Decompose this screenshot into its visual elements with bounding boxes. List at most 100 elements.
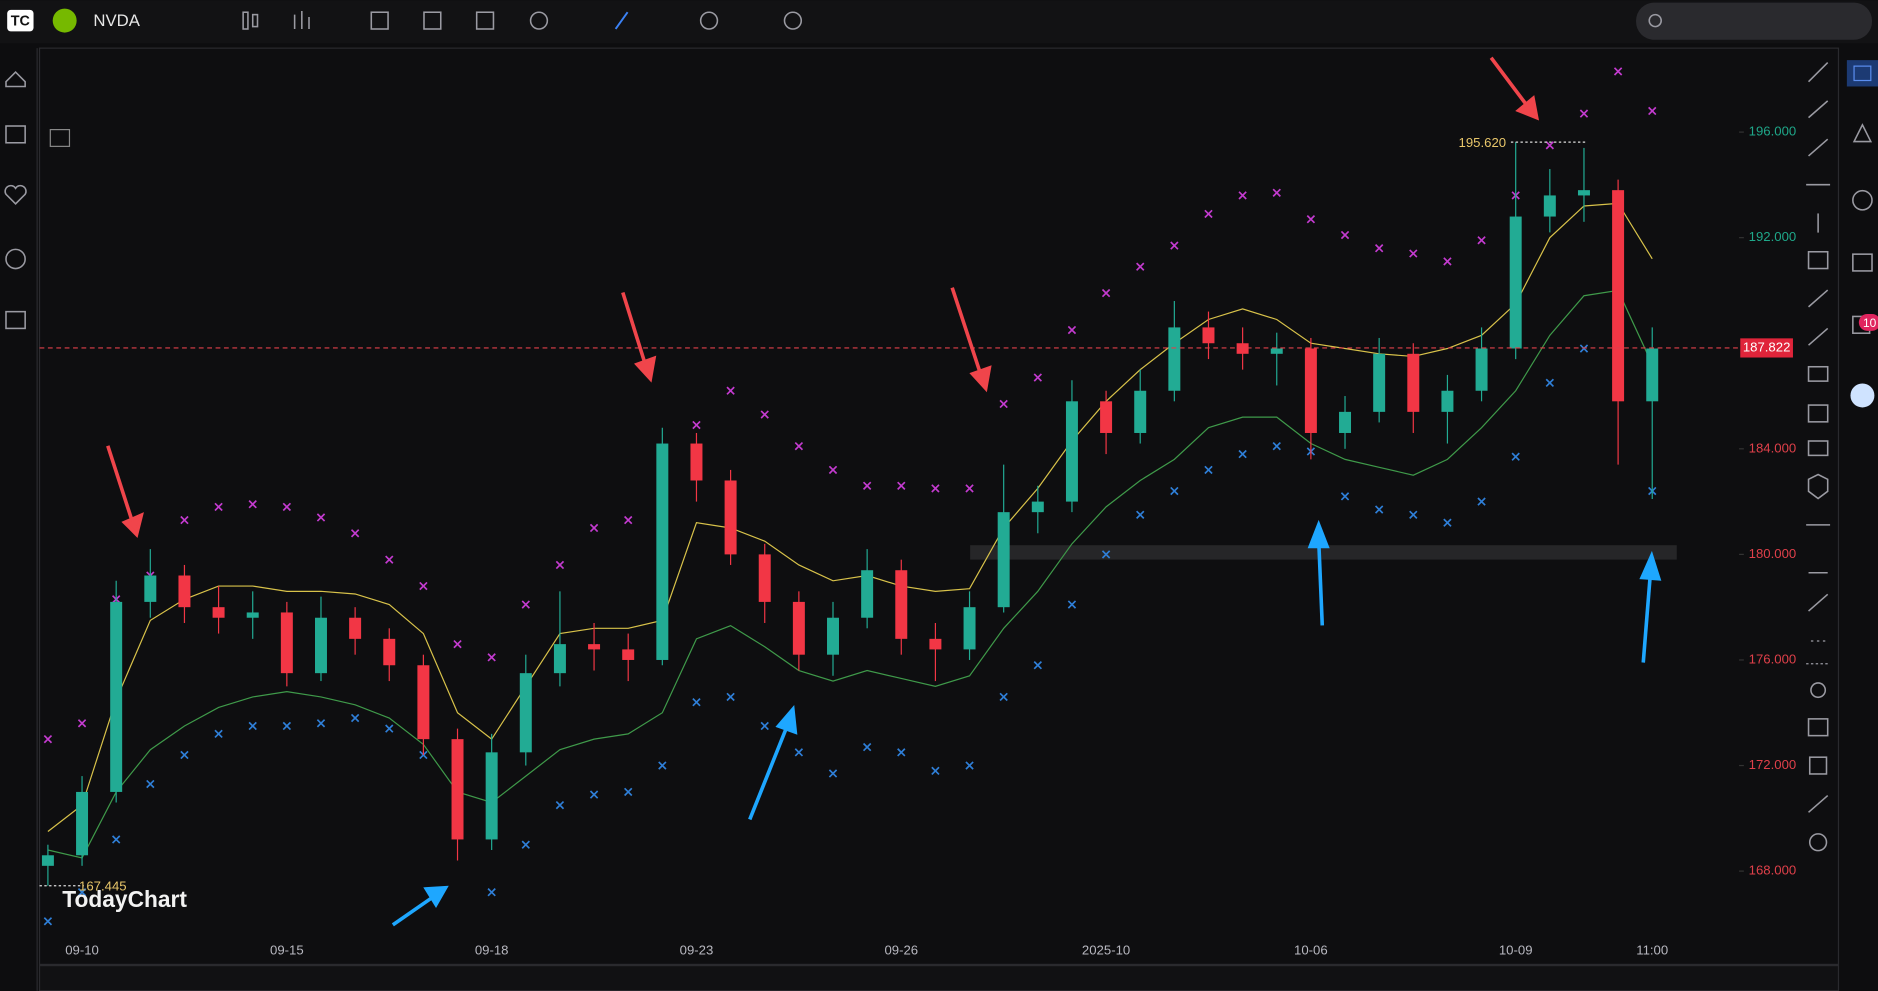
candle-body	[792, 601, 805, 655]
last-price-label: 187.822	[1743, 339, 1791, 354]
search-box[interactable]	[1636, 2, 1873, 40]
band-marker	[1409, 510, 1418, 519]
candle-body	[485, 752, 498, 840]
band-marker	[111, 835, 121, 844]
search-icon	[1648, 13, 1662, 28]
candle-body	[212, 607, 225, 618]
band-marker	[1204, 465, 1213, 475]
candle-body	[553, 644, 566, 674]
low-label: 167.445	[79, 878, 127, 893]
candle-body	[1407, 353, 1420, 412]
chart-panel	[38, 47, 1840, 965]
toolbar-icons[interactable]	[242, 11, 803, 30]
candle-body	[1577, 190, 1590, 196]
band-marker	[555, 800, 565, 810]
alert-badge: 10	[1863, 316, 1877, 330]
candle-body	[861, 570, 874, 618]
band-marker	[1579, 109, 1589, 118]
band-marker	[794, 748, 804, 757]
candle-body	[1168, 327, 1181, 391]
band-marker	[419, 750, 428, 760]
candle-body	[1270, 348, 1283, 354]
right-sidebar[interactable]	[1846, 60, 1878, 408]
band-marker	[521, 600, 530, 609]
last-price-tag	[1740, 338, 1793, 358]
band-marker	[214, 729, 223, 739]
collapse-button[interactable]	[49, 129, 71, 147]
candle-body	[1339, 411, 1352, 433]
candle-body	[76, 791, 89, 856]
left-sidebar[interactable]	[4, 71, 27, 330]
candle-body	[1031, 501, 1044, 513]
band-marker	[726, 386, 735, 395]
candle-body	[246, 612, 259, 618]
candle-body	[280, 612, 293, 674]
band-marker	[180, 515, 189, 525]
band-marker	[316, 513, 326, 522]
band-marker	[1033, 661, 1042, 670]
band-marker	[1545, 141, 1555, 150]
candle-body	[417, 665, 430, 740]
band-marker	[1545, 378, 1555, 388]
band-marker	[931, 766, 940, 776]
band-marker	[1101, 288, 1111, 298]
x-tick-label: 10-09	[1499, 943, 1533, 958]
x-tick-label: 09-23	[680, 943, 714, 958]
band-marker	[419, 581, 428, 591]
band-marker	[1272, 188, 1281, 197]
band-marker	[1238, 191, 1247, 200]
band-marker	[999, 399, 1008, 409]
candle-body	[758, 554, 771, 602]
band-marker	[1340, 492, 1350, 501]
band-marker	[624, 515, 633, 525]
top-bar	[0, 0, 1878, 44]
band-marker	[692, 420, 701, 430]
band-marker	[1374, 505, 1384, 514]
band-marker	[862, 742, 872, 752]
candle-body	[451, 739, 464, 840]
x-tick-label: 09-15	[270, 943, 304, 958]
band-marker	[487, 888, 496, 897]
candle-body	[656, 443, 669, 660]
band-marker	[282, 721, 292, 731]
y-tick-label: 196.000	[1749, 124, 1797, 139]
candle-body	[929, 638, 942, 650]
band-marker	[453, 639, 462, 649]
candle-body	[1612, 190, 1625, 402]
candle-body	[690, 443, 703, 481]
symbol[interactable]: NVDA	[93, 11, 140, 30]
band-marker	[658, 761, 667, 770]
candle-body	[997, 512, 1010, 608]
band-marker	[77, 888, 87, 897]
band-marker	[897, 748, 906, 757]
band-marker	[146, 779, 155, 789]
x-tick-label: 2025-10	[1082, 943, 1130, 958]
candle-body	[519, 673, 532, 753]
band-marker	[1136, 262, 1145, 271]
band-marker	[1374, 244, 1384, 253]
band-marker	[1648, 106, 1657, 116]
band-marker	[589, 523, 599, 533]
band-marker	[521, 840, 530, 849]
band-marker	[965, 484, 974, 493]
zone	[970, 545, 1677, 560]
candle-body	[1475, 348, 1488, 391]
annotation-arrows	[106, 56, 1662, 927]
drawing-toolbar[interactable]	[1806, 61, 1831, 852]
band-marker	[350, 529, 360, 538]
candle-body	[724, 480, 737, 555]
y-tick-label: 192.000	[1749, 229, 1797, 244]
x-tick-label: 09-18	[475, 943, 509, 958]
band-marker	[1067, 600, 1077, 609]
x-tick-label: 09-10	[65, 943, 99, 958]
band-marker	[692, 698, 701, 707]
band-marker	[828, 769, 838, 778]
x-tick-label: 11:00	[1636, 943, 1668, 958]
candle-body	[1509, 216, 1522, 349]
candle-body	[349, 617, 362, 639]
watermark: TodayChart	[62, 886, 187, 912]
candle-body	[827, 617, 839, 655]
x-tick-label: 09-26	[884, 943, 918, 958]
bottom-panel	[38, 964, 1840, 991]
band-marker	[1101, 550, 1111, 559]
